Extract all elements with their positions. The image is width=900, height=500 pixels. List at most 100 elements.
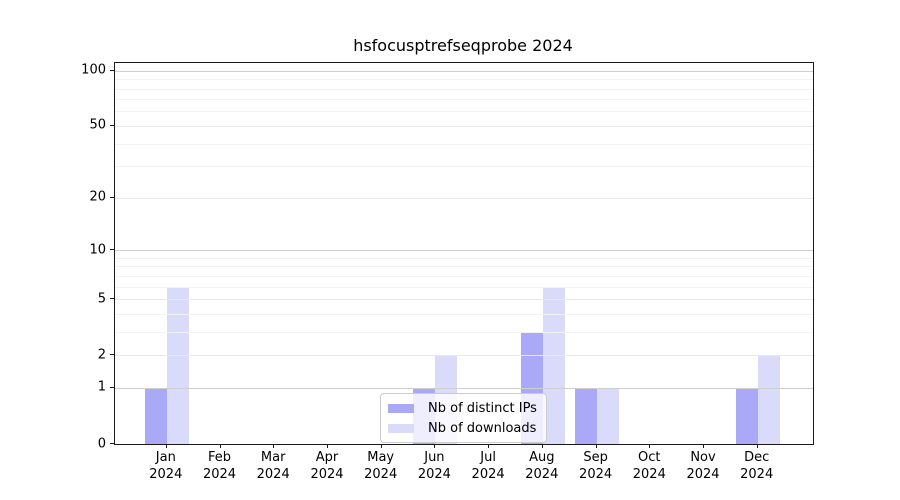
gridline-8	[115, 266, 813, 268]
x-tick-year: 2024	[202, 467, 237, 482]
x-tick-month: Nov	[690, 450, 716, 465]
gridline-90	[115, 79, 813, 81]
y-tick-mark-20	[110, 196, 114, 198]
gridline-60	[115, 111, 813, 113]
x-tick-label-feb: Feb 2024	[190, 449, 250, 483]
gridline-7	[115, 275, 813, 277]
gridline-4	[115, 313, 813, 315]
x-tick-label-oct: Oct 2024	[619, 449, 679, 483]
x-tick-month: Oct	[638, 450, 661, 465]
y-tick-label-1: 1	[97, 379, 106, 395]
x-tick-mark-jan	[165, 444, 167, 448]
x-tick-month: Jun	[424, 450, 445, 465]
x-tick-mark-jun	[434, 444, 436, 448]
x-tick-month: Jan	[155, 450, 176, 465]
gridline-2	[115, 355, 813, 357]
x-tick-month: Aug	[529, 450, 555, 465]
y-tick-label-2: 2	[97, 347, 106, 363]
gridline-80	[115, 88, 813, 90]
x-tick-label-nov: Nov 2024	[673, 449, 733, 483]
x-tick-mark-mar	[273, 444, 275, 448]
x-tick-month: Mar	[260, 450, 286, 465]
x-tick-mark-feb	[219, 444, 221, 448]
gridline-9	[115, 257, 813, 259]
bar-downloads-dec	[757, 355, 780, 444]
bar-downloads-jan	[166, 286, 189, 444]
x-tick-year: 2024	[364, 467, 398, 482]
y-tick-mark-0	[110, 443, 114, 444]
x-tick-label-dec: Dec 2024	[727, 449, 787, 483]
x-tick-mark-sep	[595, 444, 597, 448]
x-tick-label-jan: Jan 2024	[136, 449, 196, 483]
legend: Nb of distinct IPs Nb of downloads	[380, 393, 547, 443]
legend-swatch-downloads	[388, 423, 414, 433]
x-tick-mark-apr	[327, 444, 328, 448]
y-tick-mark-10	[110, 249, 114, 250]
y-tick-label-100: 100	[81, 62, 106, 78]
x-tick-label-may: May 2024	[351, 449, 411, 483]
bar-distinct-ips-jan	[144, 387, 167, 444]
x-tick-month: Apr	[315, 450, 339, 465]
gridline-70	[115, 99, 813, 101]
bar-distinct-ips-sep	[574, 387, 597, 444]
x-tick-year: 2024	[632, 467, 666, 482]
x-tick-mark-dec	[756, 444, 758, 448]
x-tick-year: 2024	[471, 467, 505, 482]
x-tick-label-jun: Jun 2024	[404, 449, 464, 483]
x-tick-mark-may	[380, 444, 382, 448]
x-tick-month: Sep	[583, 450, 608, 465]
x-tick-label-apr: Apr 2024	[297, 449, 357, 483]
y-tick-label-50: 50	[89, 117, 106, 133]
y-tick-label-20: 20	[89, 189, 106, 205]
x-tick-year: 2024	[256, 467, 290, 482]
x-tick-year: 2024	[417, 467, 451, 482]
gridline-100	[115, 70, 813, 72]
y-tick-mark-5	[110, 298, 114, 299]
x-tick-mark-jul	[488, 444, 490, 448]
x-tick-mark-oct	[649, 444, 651, 448]
x-tick-label-aug: Aug 2024	[512, 449, 572, 483]
gridline-10	[115, 250, 813, 251]
y-tick-mark-2	[110, 354, 114, 356]
gridline-50	[115, 125, 813, 127]
y-tick-label-5: 5	[97, 291, 106, 306]
bar-downloads-sep	[596, 387, 619, 444]
x-tick-year: 2024	[149, 467, 183, 482]
x-tick-mark-nov	[703, 444, 704, 448]
x-tick-month: Feb	[207, 450, 232, 465]
gridline-3	[115, 331, 813, 333]
legend-label-distinct-ips: Nb of distinct IPs	[428, 400, 537, 416]
x-tick-month: Dec	[744, 450, 770, 465]
gridline-30	[115, 166, 813, 168]
x-tick-month: May	[367, 450, 395, 465]
x-tick-label-sep: Sep 2024	[566, 449, 626, 483]
x-tick-month: Jul	[480, 450, 496, 465]
legend-item-downloads: Nb of downloads	[388, 418, 537, 438]
x-tick-year: 2024	[579, 467, 613, 482]
gridline-1	[115, 387, 813, 389]
plot-area: Nb of distinct IPs Nb of downloads	[114, 62, 814, 445]
chart-title: hsfocusptrefseqprobe 2024	[353, 36, 573, 55]
x-tick-year: 2024	[525, 467, 559, 482]
x-tick-year: 2024	[310, 467, 344, 482]
y-tick-mark-1	[110, 386, 114, 388]
x-tick-mark-aug	[541, 444, 543, 448]
bar-downloads-aug	[542, 286, 565, 444]
y-tick-mark-100	[110, 69, 114, 71]
legend-item-distinct-ips: Nb of distinct IPs	[388, 398, 537, 418]
gridline-5	[115, 299, 813, 300]
gridline-20	[115, 197, 813, 199]
bar-distinct-ips-dec	[735, 387, 758, 444]
y-tick-mark-50	[110, 124, 114, 126]
y-tick-label-10: 10	[89, 242, 106, 257]
x-tick-year: 2024	[740, 467, 774, 482]
gridline-6	[115, 286, 813, 288]
x-tick-label-mar: Mar 2024	[243, 449, 303, 483]
y-tick-label-0: 0	[97, 436, 106, 451]
legend-label-downloads: Nb of downloads	[428, 420, 537, 436]
legend-swatch-distinct-ips	[388, 403, 414, 413]
x-tick-year: 2024	[686, 467, 720, 482]
x-tick-label-jul: Jul 2024	[458, 449, 518, 483]
gridline-40	[115, 143, 813, 145]
